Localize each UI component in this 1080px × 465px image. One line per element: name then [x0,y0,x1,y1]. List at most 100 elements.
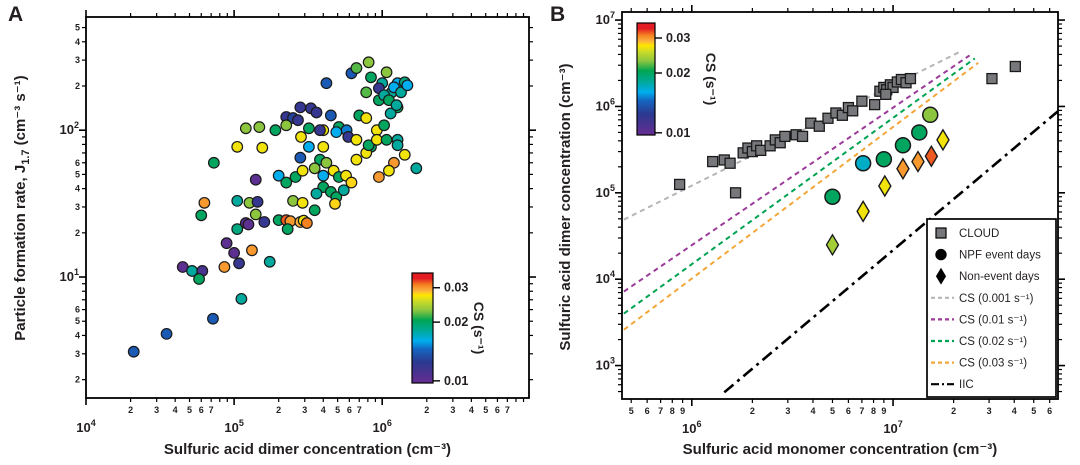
data-point-circle [391,139,404,152]
x-minor-tick-label: 6 [347,405,352,415]
plot-frame [621,11,1059,400]
data-point-circle [263,255,276,268]
panel-b-x-axis-title: Sulfuric acid monomer concentration (cm⁻… [682,441,998,458]
y-major-tick-label: 103 [596,356,615,373]
y-minor-tick-label: 2 [75,375,80,385]
non-event-marker [877,174,892,198]
non-event-marker [856,199,870,223]
npf-event-marker [824,188,841,206]
x-minor-tick-label: 2 [750,406,755,416]
cloud-square-marker [779,130,791,143]
x-minor-tick-label: 4 [173,405,178,415]
colorbar-tick-label: 0.01 [444,374,468,388]
colorbar-tick-label: 0.02 [666,66,690,80]
x-minor-tick-label: 4 [810,406,815,416]
data-point-circle [218,261,231,273]
x-minor-tick-label: 4 [469,405,474,415]
x-minor-tick-label: 5 [187,405,192,415]
legend-entry-label: CLOUD [959,228,999,240]
x-major-tick-label: 106 [372,418,391,435]
panel-a-y-title-subscript: 1.7 [20,149,32,165]
legend-entry-label: CS (0.01 s⁻¹) [959,314,1027,326]
cloud-square-marker [856,95,868,107]
data-point-circle [193,273,205,285]
cloud-square-marker [673,178,686,191]
data-point-circle [239,122,252,135]
data-point-circle [317,140,330,153]
panel-b-y-axis-title: Sulfuric acid dimer concentration (cm⁻³) [557,63,574,351]
panel-a-y-title-suffix: (cm⁻³ s⁻¹) [12,75,29,150]
data-point-circle [350,153,363,166]
data-point-circle [383,164,395,177]
data-point-circle [295,131,307,143]
x-minor-tick-label: 6 [645,406,650,416]
panel-a-label: A [8,3,24,26]
x-minor-tick-label: 2 [128,405,133,415]
legend-entry-label: Non-event days [959,271,1040,283]
data-point-circle [380,66,393,79]
colorbar-axis-label: CS (s⁻¹) [471,302,487,355]
non-event-marker [896,157,910,181]
data-point-circle [345,176,358,189]
legend-entry: IIC [931,379,974,391]
data-point-circle [401,79,414,92]
line-iic [723,110,1059,394]
data-point-circle [362,139,375,152]
data-point-circle [160,327,173,340]
data-point-circle [320,77,333,90]
y-major-tick-label: 104 [596,269,615,286]
colorbar: 0.03 0.02 0.01 CS (s⁻¹) [636,22,719,140]
panel-a-y-axis-title: Particle formation rate, J1.7 (cm⁻³ s⁻¹) [11,3,32,413]
data-point-circle [324,109,337,122]
legend-entry: CS (0.001 s⁻¹) [931,293,1034,305]
data-point-circle [378,119,391,132]
data-point-circle [373,171,385,183]
data-point-circle [253,121,266,133]
npf-event-marker [875,150,893,168]
legend-entry-label: NPF event days [959,250,1041,262]
data-point-circle [195,209,208,222]
x-minor-tick-label: 7 [357,405,362,415]
data-point-circle [280,176,293,189]
legend-box [926,218,1057,398]
npf-event-marker [894,137,912,154]
data-point-circle [287,194,299,207]
data-point-circle [198,196,211,209]
x-minor-tick-label: 2 [424,405,429,415]
data-point-circle [308,162,321,175]
colorbar-tick-label: 0.01 [666,126,690,140]
data-point-circle [350,133,363,146]
x-minor-tick-label: 7 [209,405,214,415]
data-point-circle [314,124,326,137]
non-event-marker [911,150,925,173]
y-major-tick-label: 102 [60,120,79,137]
data-point-circle [362,56,375,69]
legend-entry-label: CS (0.001 s⁻¹) [959,293,1034,305]
cloud-squares [673,60,1021,199]
cloud-square-marker [904,72,917,85]
x-minor-tick-label: 3 [987,406,992,416]
legend-entry-label: CS (0.02 s⁻¹) [959,336,1027,348]
data-point-circle [303,140,315,153]
colorbar-tick-label: 0.03 [444,281,468,295]
x-minor-tick-label: 5 [830,406,835,416]
cloud-square-marker [880,88,892,101]
legend-diamond-icon [935,267,947,285]
npf-event-marker [854,154,872,172]
cloud-square-marker [813,120,825,132]
x-minor-tick-label: 6 [1047,406,1052,416]
data-point-circle [231,194,244,207]
data-point-circle [296,196,309,209]
cloud-square-marker [755,144,767,157]
data-point-circle [242,218,255,231]
x-minor-tick-label: 5 [483,405,488,415]
y-minor-tick-label: 5 [75,316,80,326]
data-point-circle [294,101,307,114]
cloud-square-marker [1009,60,1021,73]
data-point-circle [380,133,393,146]
non-event-marker [936,128,950,152]
data-point-circle [329,197,341,210]
x-minor-tick-label: 7 [505,405,510,415]
